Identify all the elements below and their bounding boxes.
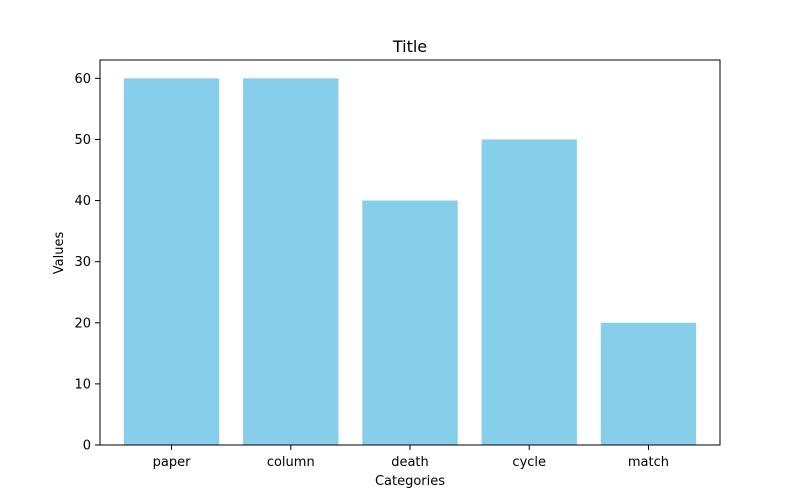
x-tick-label-cycle: cycle [512,455,546,470]
y-tick-label-40: 40 [74,194,91,209]
x-axis: paper column death cycle match [153,445,669,470]
plot-frame [99,59,721,446]
y-tick-label-50: 50 [74,133,91,148]
y-tick-label-30: 30 [74,255,91,270]
y-axis: 0 10 20 30 40 50 60 [74,72,100,454]
x-tick-label-death: death [391,455,429,470]
bar-paper [123,78,220,445]
bar-cycle [481,139,577,445]
bar-match [600,322,697,445]
y-tick-label-0: 0 [83,439,91,454]
chart-title: Title [392,37,427,56]
x-axis-label: Categories [375,474,445,489]
y-axis-label: Values [52,232,67,275]
bars-group [123,78,697,445]
x-tick-label-match: match [628,455,669,470]
x-tick-label-paper: paper [153,455,191,470]
y-tick-label-20: 20 [74,316,91,331]
x-tick-label-column: column [267,455,315,470]
y-tick-label-60: 60 [74,72,91,87]
bar-column [243,78,339,445]
y-tick-label-10: 10 [74,377,91,392]
bar-death [362,200,458,445]
